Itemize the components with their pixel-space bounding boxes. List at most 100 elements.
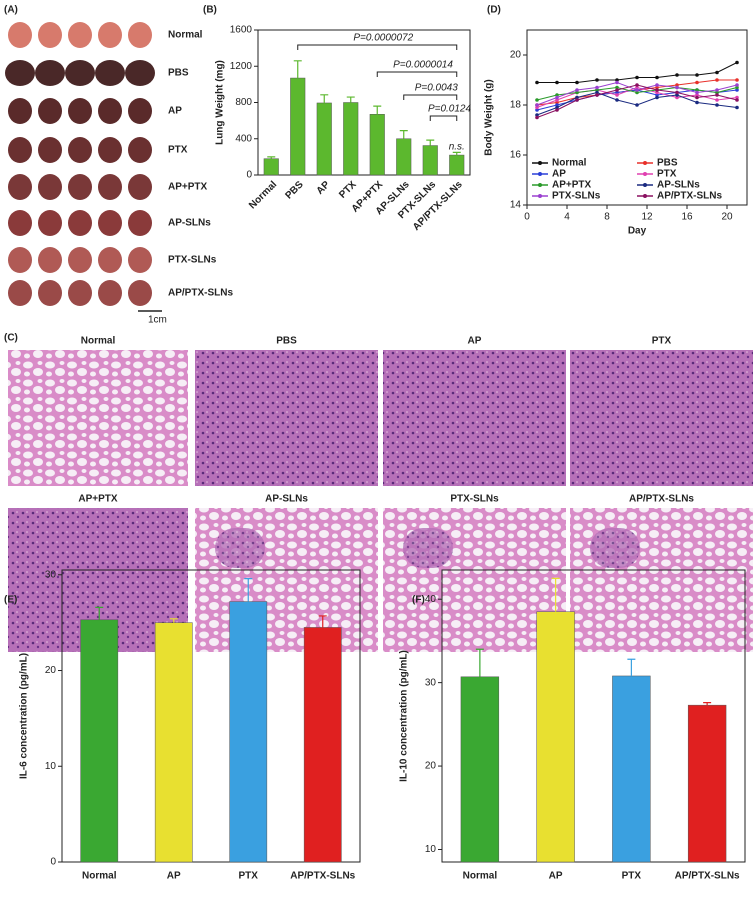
point bbox=[575, 80, 579, 85]
bar bbox=[449, 154, 465, 176]
point bbox=[655, 88, 659, 92]
point bbox=[555, 93, 559, 97]
histology-image bbox=[383, 350, 566, 486]
lung-photo bbox=[65, 60, 95, 86]
y-tick-label: 20 bbox=[45, 665, 57, 676]
point bbox=[555, 80, 559, 85]
point bbox=[535, 113, 539, 117]
point bbox=[675, 95, 679, 100]
point bbox=[615, 98, 619, 102]
y-axis-label: IL-10 concentration (pg/mL) bbox=[399, 650, 410, 782]
y-tick-label: 1200 bbox=[230, 61, 253, 72]
row-label: AP/PTX-SLNs bbox=[168, 288, 233, 299]
panel-label: (F) bbox=[412, 595, 425, 606]
lung-photo bbox=[38, 174, 62, 200]
row-label: Normal bbox=[168, 30, 203, 41]
lung-photo bbox=[128, 210, 152, 236]
point bbox=[735, 78, 739, 82]
error-bar bbox=[244, 578, 253, 602]
lung-photo bbox=[8, 22, 32, 48]
bar bbox=[154, 622, 193, 863]
lung-photo bbox=[38, 280, 62, 306]
x-tick-label: 20 bbox=[721, 212, 733, 223]
image-label: Normal bbox=[81, 336, 116, 347]
bar bbox=[536, 611, 575, 863]
histology-image bbox=[570, 350, 753, 486]
y-tick-label: 30 bbox=[45, 569, 57, 580]
bar bbox=[422, 145, 438, 176]
significance-bracket bbox=[403, 94, 458, 100]
x-tick-label: PTX bbox=[337, 179, 359, 201]
point bbox=[555, 103, 559, 107]
row-label: PTX bbox=[168, 145, 188, 156]
point bbox=[555, 105, 559, 110]
error-bar bbox=[318, 615, 327, 628]
y-tick-label: 1600 bbox=[230, 25, 253, 36]
point bbox=[715, 70, 719, 75]
image-label: PTX bbox=[652, 336, 672, 347]
x-tick-label: 12 bbox=[641, 212, 653, 223]
histology-image bbox=[195, 350, 378, 486]
point bbox=[615, 78, 619, 82]
panel-label: (A) bbox=[4, 5, 18, 16]
point bbox=[715, 93, 719, 97]
image-label: AP+PTX bbox=[78, 494, 118, 505]
legend-marker bbox=[538, 194, 542, 198]
row-label: AP+PTX bbox=[168, 182, 208, 193]
bar bbox=[396, 138, 412, 176]
point bbox=[695, 90, 699, 95]
point bbox=[655, 90, 659, 95]
legend-marker bbox=[538, 183, 542, 187]
point bbox=[575, 98, 579, 102]
lung-photo bbox=[38, 247, 62, 273]
x-tick-label: PBS bbox=[283, 179, 306, 202]
series-line bbox=[537, 62, 738, 83]
lung-photo bbox=[98, 137, 122, 163]
lung-photo bbox=[68, 22, 92, 48]
significance-label: n.s. bbox=[449, 142, 465, 153]
lung-photo bbox=[35, 60, 65, 86]
histology-overlay bbox=[590, 528, 640, 568]
lung-photo bbox=[8, 174, 32, 200]
point bbox=[615, 80, 619, 85]
point bbox=[735, 98, 739, 102]
point bbox=[675, 83, 679, 87]
x-tick-label: 4 bbox=[564, 212, 570, 223]
legend-label: PTX bbox=[657, 169, 677, 180]
row-label: PBS bbox=[168, 68, 189, 79]
lung-photo bbox=[95, 60, 125, 86]
bar bbox=[290, 77, 306, 176]
y-tick-label: 400 bbox=[235, 133, 252, 144]
point bbox=[555, 98, 559, 102]
point bbox=[695, 93, 699, 97]
lung-photo bbox=[98, 247, 122, 273]
lung-photo bbox=[128, 98, 152, 124]
bar bbox=[612, 675, 651, 863]
histology-image bbox=[195, 508, 378, 652]
image-label: AP bbox=[468, 336, 482, 347]
significance-bracket bbox=[376, 71, 458, 77]
y-tick-label: 0 bbox=[50, 857, 56, 868]
x-tick-label: PTX bbox=[622, 871, 642, 882]
x-tick-label: AP bbox=[315, 179, 333, 197]
row-label: PTX-SLNs bbox=[168, 255, 217, 266]
point bbox=[735, 60, 739, 65]
x-tick-label: AP bbox=[167, 871, 181, 882]
y-tick-label: 40 bbox=[425, 594, 437, 605]
lung-photo bbox=[38, 98, 62, 124]
error-bar bbox=[373, 105, 382, 115]
histology-image bbox=[570, 508, 753, 652]
point bbox=[675, 85, 679, 90]
plot-frame bbox=[441, 569, 746, 863]
error-bar bbox=[95, 606, 104, 620]
significance-label: P=0.0043 bbox=[415, 83, 459, 94]
point bbox=[735, 95, 739, 100]
plot-frame bbox=[526, 29, 748, 206]
panel-label: (E) bbox=[4, 595, 17, 606]
point bbox=[695, 95, 699, 100]
legend-label: PTX-SLNs bbox=[552, 191, 601, 202]
point bbox=[555, 108, 559, 112]
error-bar bbox=[169, 618, 178, 623]
x-axis-label: Day bbox=[628, 226, 647, 237]
point bbox=[715, 103, 719, 107]
